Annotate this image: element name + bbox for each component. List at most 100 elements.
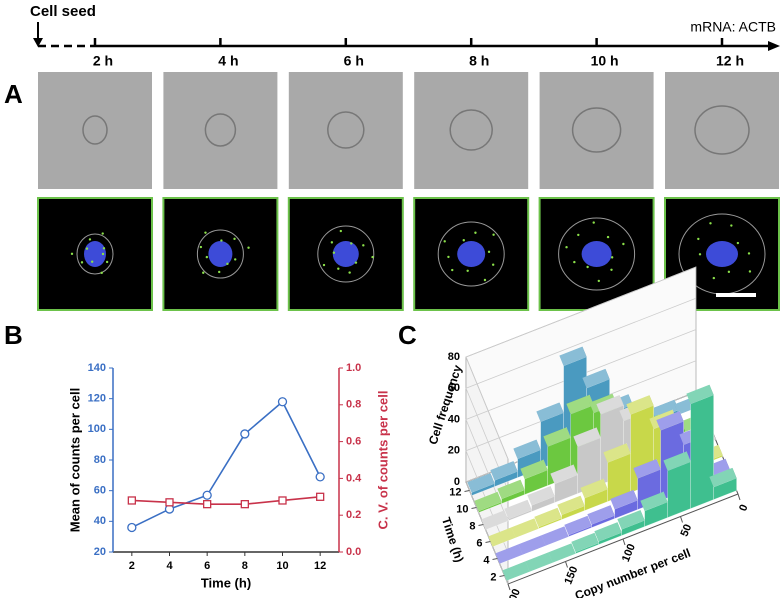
bar-top-shade [596, 395, 624, 415]
bar-top [467, 473, 495, 493]
y2-tick-label: 0.2 [346, 509, 361, 521]
x-tick-label: 12 [314, 560, 326, 572]
bar-top-shade [656, 411, 684, 431]
x-tick-label: 6 [204, 560, 210, 572]
bar-top [548, 543, 576, 563]
bar-top-shade [663, 451, 691, 471]
bar-top-shade [580, 478, 608, 499]
bar-top [559, 346, 587, 366]
panel-label: C [398, 320, 417, 350]
z-axis-label: Cell frequency [426, 363, 465, 446]
rna-dot [474, 231, 477, 234]
rna-dot [354, 261, 358, 264]
bar-top [495, 544, 523, 564]
bar [504, 499, 532, 521]
bar-top [504, 499, 532, 520]
x-tick [507, 583, 511, 591]
rna-dot [447, 255, 450, 259]
bar-top-shade [640, 491, 668, 511]
bar [550, 464, 578, 503]
time-label: 4 h [218, 53, 238, 69]
bar-top-shade [518, 535, 546, 555]
x-tick [680, 516, 683, 523]
cell-outline [449, 109, 493, 151]
bar-top [543, 427, 571, 447]
bar [527, 486, 555, 512]
cell-boundary [437, 221, 505, 287]
grid-line [465, 266, 697, 460]
time-label: 6 h [344, 53, 364, 69]
bar-top-shade [571, 532, 599, 553]
rna-dot [597, 279, 601, 283]
marker [277, 397, 288, 407]
bar-top [633, 459, 661, 479]
bar [490, 461, 518, 487]
rna-dot [577, 233, 580, 237]
x-tick [737, 493, 741, 501]
bar-top [617, 510, 645, 530]
y-tick-label: 120 [88, 393, 106, 405]
rna-dot [90, 260, 94, 263]
nucleus [84, 241, 106, 267]
bar-top [640, 491, 668, 511]
bar-top-shade [502, 561, 530, 581]
bar [520, 459, 548, 495]
rna-dot [332, 251, 336, 254]
bar-top [582, 368, 610, 389]
bar-top-shade [543, 427, 571, 447]
marker [315, 472, 325, 482]
rna-dot [586, 265, 589, 269]
marker [240, 500, 249, 509]
bar [571, 532, 599, 554]
bar [548, 543, 576, 563]
bar-top [511, 518, 539, 538]
rna-dot [70, 252, 74, 256]
cell-boundary [196, 229, 244, 279]
x-tick-label: 200 [505, 587, 523, 598]
time-label: 12 h [716, 53, 744, 69]
bar-top-shade [564, 515, 592, 536]
bar [564, 515, 592, 537]
y2-tick-label: 0.6 [346, 436, 361, 448]
y-tick-label: 10 [456, 503, 468, 515]
bar-top [557, 495, 585, 515]
cell-outline [82, 115, 108, 145]
x-tick-label: 50 [679, 523, 695, 539]
bar-top-shade [610, 490, 638, 510]
rna-dot [233, 237, 236, 241]
bar [610, 489, 638, 519]
rna-dot [565, 246, 568, 249]
nucleus [457, 241, 486, 267]
x-tick [622, 538, 626, 546]
bar-top-shade [557, 495, 585, 515]
rna-dot [748, 270, 752, 273]
x-tick-label: 150 [562, 565, 580, 587]
series-line [131, 496, 321, 505]
bar-top [527, 486, 555, 506]
bar-top [571, 532, 599, 553]
brightfield-image [539, 72, 654, 189]
rna-dot [573, 260, 576, 264]
bar [557, 495, 585, 520]
cell-outline [694, 105, 750, 155]
x-tick-label: 4 [166, 560, 173, 572]
marker [240, 429, 250, 439]
bar-top [587, 505, 615, 525]
z-tick-label: 80 [448, 351, 460, 363]
cell-outline [327, 111, 365, 149]
fluorescence-image [37, 197, 153, 311]
rna-dot [592, 221, 595, 224]
rna-dot [202, 271, 205, 274]
rna-dot [736, 241, 740, 245]
bar-top [502, 561, 530, 581]
bar [541, 526, 569, 546]
z-tick-label: 60 [448, 382, 460, 394]
bar-top-shade [488, 527, 516, 547]
y-tick [471, 507, 477, 509]
nucleus [581, 241, 612, 267]
bar-top-shade [527, 486, 555, 506]
cell-boundary [317, 225, 375, 283]
time-label: 10 h [591, 53, 619, 69]
bar-top-shade [559, 346, 587, 366]
time-label: 2 h [93, 53, 113, 69]
